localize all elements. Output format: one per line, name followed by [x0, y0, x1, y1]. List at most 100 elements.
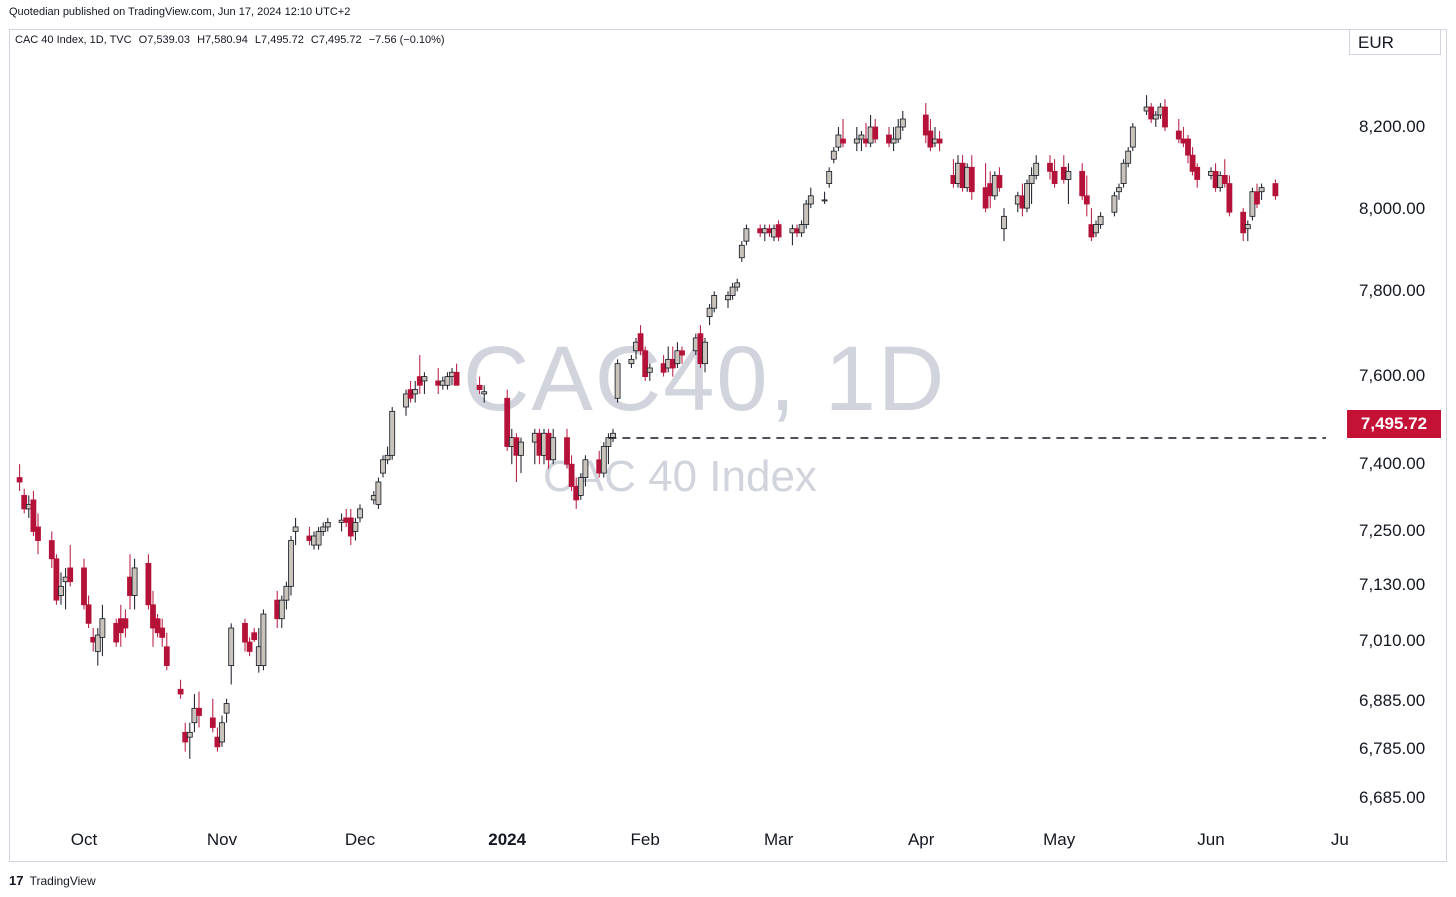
candle [35, 513, 41, 555]
x-tick-label: Oct [70, 830, 98, 849]
candle [821, 191, 828, 205]
candle-body-up [725, 295, 731, 301]
tradingview-logo-icon: 17 [9, 873, 24, 888]
candle-body-up [734, 282, 741, 288]
candle-body-down [242, 622, 248, 643]
candle [858, 131, 865, 152]
candle-body-up [1258, 187, 1265, 193]
candle [1047, 155, 1053, 180]
currency-button[interactable]: EUR [1349, 29, 1441, 55]
candle-body-up [1024, 183, 1030, 209]
candle [840, 118, 846, 148]
candle-body-down [122, 618, 129, 629]
candle [729, 282, 736, 300]
candle-body-down [996, 175, 1003, 189]
candle-body-down [163, 646, 170, 666]
candle [352, 517, 359, 541]
candle-body-up [219, 722, 225, 743]
candle-body-down [840, 138, 846, 144]
candle [476, 376, 483, 394]
legend-symbol[interactable]: CAC 40 Index, 1D, TVC [15, 34, 132, 46]
candle [628, 355, 635, 368]
candle-body-up [1001, 215, 1007, 230]
candle-body-down [67, 567, 74, 583]
candle-body-down [21, 495, 28, 510]
candle [711, 291, 718, 313]
candle [600, 442, 607, 478]
tradingview-logo[interactable]: 17 TradingView [9, 873, 96, 888]
candle [260, 609, 267, 671]
candle-body-up [315, 531, 322, 546]
candle [122, 609, 129, 638]
candle-body-up [518, 441, 524, 456]
candle [154, 614, 161, 638]
candle [1125, 147, 1132, 168]
candle-body-up [600, 446, 607, 474]
candle [1083, 175, 1090, 217]
candle-body-down [53, 558, 60, 601]
candle [1272, 179, 1279, 200]
candle-body-up [1125, 150, 1132, 164]
candle [21, 488, 28, 514]
candle [58, 572, 64, 605]
candle [922, 103, 929, 144]
candle-body-up [1097, 215, 1104, 225]
candle [743, 224, 750, 246]
candle-body-down [568, 463, 575, 487]
candle-body-down [1272, 183, 1279, 197]
candle-body-down [1051, 170, 1058, 184]
candle [734, 278, 741, 292]
candle-body-down [936, 138, 943, 144]
published-caption: Quotedian published on TradingView.com, … [9, 6, 351, 18]
candle [481, 385, 488, 403]
candle [504, 389, 511, 451]
x-tick-label: Nov [206, 830, 238, 849]
candle [145, 554, 152, 610]
candle [1189, 147, 1196, 176]
candle [568, 455, 575, 491]
candle-body-up [1120, 162, 1127, 184]
candle [890, 127, 897, 152]
chart-frame [9, 29, 1447, 862]
candle [1175, 118, 1182, 144]
y-tick-label: 6,685.00 [1359, 788, 1426, 807]
candle [1240, 208, 1247, 242]
candle-body-down [1226, 183, 1233, 213]
candle [1033, 155, 1040, 180]
candle [798, 220, 805, 237]
candle-body-down [453, 371, 460, 386]
candle-body-down [154, 618, 161, 634]
candle-body-up [357, 508, 363, 519]
candle [513, 433, 520, 483]
candle [1093, 220, 1099, 237]
x-tick-label: 2024 [488, 830, 527, 849]
candle-body-down [209, 717, 216, 728]
x-tick-label: Ju [1330, 830, 1349, 849]
candle-body-up [412, 389, 419, 395]
candle [826, 167, 833, 188]
y-tick-label: 7,800.00 [1359, 281, 1426, 300]
candle-body-down [145, 562, 152, 606]
candle-body-down [476, 384, 483, 390]
candle [99, 604, 106, 657]
candle [131, 558, 138, 610]
candle-body-up [352, 522, 359, 532]
candle-body-up [830, 150, 837, 160]
candle-body-up [614, 363, 621, 399]
candle [614, 359, 621, 403]
candle-body-up [853, 138, 860, 144]
candle-body-down [1162, 106, 1168, 128]
candle-body-up [605, 437, 612, 447]
candle-body-up [1129, 126, 1136, 148]
candle [389, 407, 396, 460]
candle-body-up [610, 432, 616, 439]
candle-body-down [35, 526, 41, 541]
candle [292, 517, 299, 546]
candle [702, 337, 708, 373]
y-tick-label: 7,250.00 [1359, 521, 1426, 540]
candle [1194, 163, 1201, 188]
candle [16, 464, 23, 491]
candle [228, 623, 235, 685]
candle [577, 473, 584, 500]
